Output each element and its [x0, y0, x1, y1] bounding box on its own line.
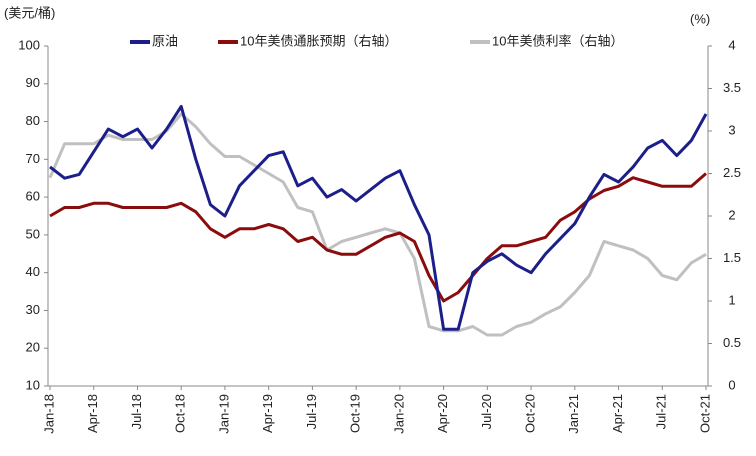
x-tick-label: Jul-19 — [304, 394, 319, 429]
y2-tick-label: 3.5 — [723, 80, 741, 95]
x-tick-label: Apr-21 — [610, 394, 625, 433]
y-tick-label: 20 — [26, 340, 40, 355]
x-tick-label: Oct-19 — [348, 394, 363, 433]
y-tick-label: 100 — [18, 37, 40, 52]
x-tick-label: Jan-21 — [566, 394, 581, 434]
y2-tick-label: 3 — [728, 122, 735, 137]
y2-axis-label: (%) — [690, 11, 710, 26]
y2-tick-label: 1 — [728, 292, 735, 307]
y2-tick-label: 0 — [728, 377, 735, 392]
y2-tick-label: 2 — [728, 207, 735, 222]
x-tick-label: Jul-20 — [479, 394, 494, 429]
x-tick-label: Jan-18 — [41, 394, 56, 434]
y-tick-label: 10 — [26, 377, 40, 392]
legend-label: 10年美债利率（右轴） — [492, 33, 623, 48]
y2-tick-label: 0.5 — [723, 335, 741, 350]
series-line — [49, 172, 707, 303]
y-tick-label: 50 — [26, 226, 40, 241]
x-tick-label: Apr-19 — [260, 394, 275, 433]
legend-label: 原油 — [152, 33, 178, 48]
x-tick-label: Apr-20 — [435, 394, 450, 433]
x-tick-label: Oct-21 — [697, 394, 712, 433]
x-tick-label: Oct-20 — [523, 394, 538, 433]
x-tick-label: Oct-18 — [173, 394, 188, 433]
x-tick-label: Jan-19 — [216, 394, 231, 434]
y2-tick-label: 4 — [728, 37, 735, 52]
y-tick-label: 70 — [26, 151, 40, 166]
legend-label: 10年美债通胀预期（右轴） — [240, 33, 397, 48]
y-tick-label: 60 — [26, 189, 40, 204]
series-line — [49, 104, 708, 331]
y2-tick-label: 2.5 — [723, 165, 741, 180]
x-tick-label: Apr-18 — [85, 394, 100, 433]
y-tick-label: 80 — [26, 113, 40, 128]
y-tick-label: 30 — [26, 302, 40, 317]
x-tick-label: Jul-21 — [654, 394, 669, 429]
x-tick-label: Jan-20 — [391, 394, 406, 434]
y2-tick-label: 1.5 — [723, 250, 741, 265]
y-axis-label: (美元/桶) — [4, 5, 55, 20]
y-tick-label: 40 — [26, 264, 40, 279]
y-tick-label: 90 — [26, 75, 40, 90]
x-tick-label: Jul-18 — [129, 394, 144, 429]
series-line — [48, 112, 707, 337]
